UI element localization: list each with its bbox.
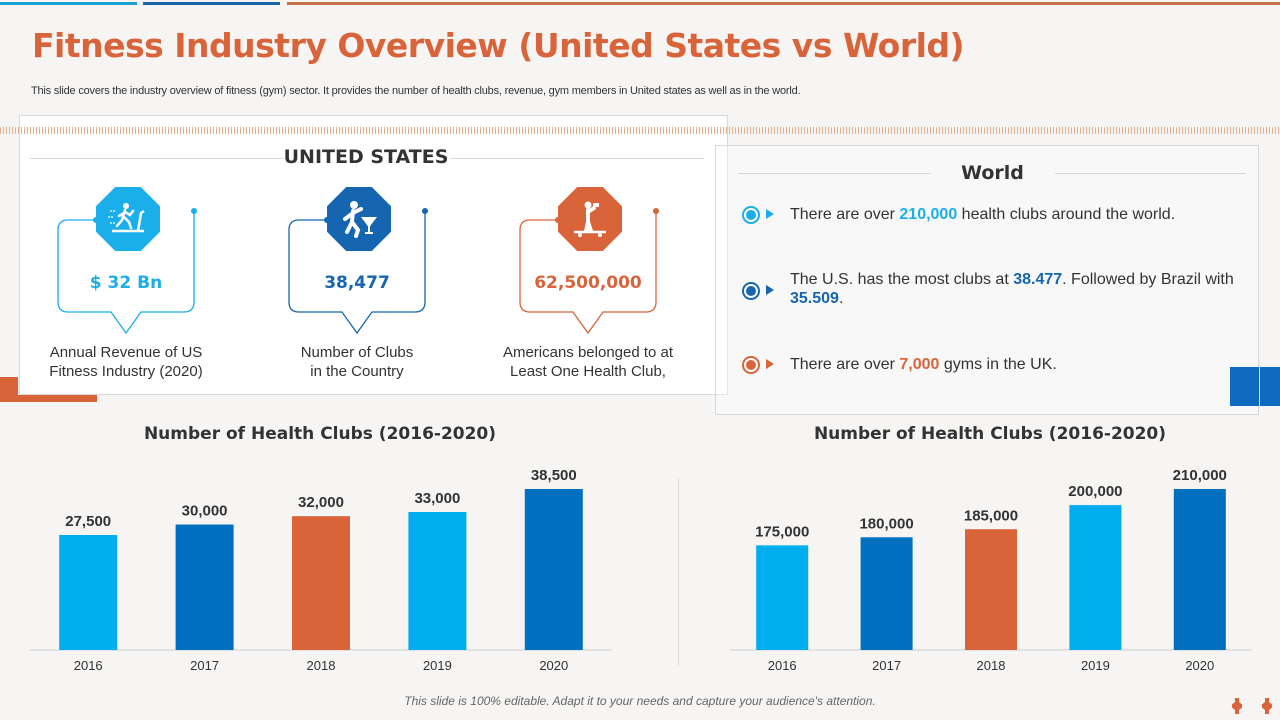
members-label-line1: Americans belonged to at	[502, 344, 674, 361]
world-fact-3: There are over 7,000 gyms in the UK.	[790, 355, 1240, 374]
page-subtitle: This slide covers the industry overview …	[31, 85, 801, 97]
top-accent-bar-blue	[143, 2, 280, 5]
play-arrow-icon	[766, 285, 774, 295]
us-health-clubs-chart: 27,500 2016 30,000 2017 32,000 2018 33,000 2019…	[30, 467, 612, 673]
data-label-2018: 185,000	[964, 507, 1018, 524]
data-label-2016: 175,000	[755, 523, 809, 540]
fact-text: . Followed by Brazil with	[1062, 271, 1234, 288]
revenue-label-line1: Annual Revenue of US	[49, 344, 203, 361]
members-value: 62,500,000	[534, 273, 642, 293]
orange-accent-line	[0, 395, 97, 402]
data-label-2017: 180,000	[859, 515, 913, 532]
clubs-label-line1: Number of Clubs	[300, 344, 414, 361]
bar-2020	[1173, 489, 1226, 650]
person-skateboard-dumbbell-icon	[558, 187, 622, 251]
world-panel	[715, 145, 1259, 415]
data-label-2018: 32,000	[298, 494, 344, 511]
blue-accent-block	[1230, 367, 1280, 406]
members-label-line2: Least One Health Club,	[510, 363, 666, 380]
us-card-members: 62,500,000 Americans belonged to at Leas…	[500, 185, 690, 395]
clubs-value: 38,477	[324, 273, 390, 293]
bar-2017	[175, 524, 234, 650]
clubs-label: Number of Clubs in the Country	[261, 343, 453, 381]
charts-divider	[678, 478, 679, 666]
fact-text: health clubs around the world.	[957, 206, 1176, 223]
us-heading-line-right	[450, 158, 704, 159]
world-heading-line-right	[1055, 173, 1246, 174]
bullet-dot-icon	[742, 206, 760, 224]
us-card-clubs: 38,477 Number of Clubs in the Country	[269, 185, 459, 395]
clubs-label-line2: in the Country	[310, 363, 404, 380]
next-slide-icon[interactable]	[1262, 698, 1272, 714]
bar-2017	[860, 537, 913, 650]
data-label-2017: 30,000	[182, 503, 228, 520]
fact-text: .	[838, 290, 844, 307]
members-label: Americans belonged to at Least One Healt…	[488, 343, 688, 381]
bar-2020	[524, 489, 583, 650]
revenue-label-line2: Fitness Industry (2020)	[49, 363, 203, 380]
fact-highlight: 38.477	[1013, 271, 1063, 288]
x-tick-2016: 2016	[74, 658, 103, 673]
revenue-value: $ 32 Bn	[89, 273, 163, 293]
x-tick-2018: 2018	[977, 658, 1006, 673]
bar-2019	[1069, 505, 1122, 650]
bullet-dot-icon	[742, 282, 760, 300]
data-label-2019: 33,000	[414, 490, 460, 507]
data-label-2016: 27,500	[65, 513, 111, 530]
data-label-2019: 200,000	[1068, 483, 1122, 500]
x-tick-2018: 2018	[307, 658, 336, 673]
fact-text: The U.S. has the most clubs at	[790, 271, 1014, 288]
world-health-clubs-chart: 175,000 2016 180,000 2017 185,000 2018 200,000…	[730, 467, 1252, 673]
fact-highlight: 35.509	[790, 290, 839, 307]
treadmill-runner-icon	[96, 187, 160, 251]
top-accent-bar-cyan	[0, 2, 137, 5]
top-accent-bar-orange	[287, 2, 1280, 5]
x-tick-2020: 2020	[539, 658, 568, 673]
bar-2018	[965, 529, 1017, 650]
fact-text: gyms in the UK.	[939, 356, 1057, 373]
world-fact-2: The U.S. has the most clubs at 38.477. F…	[790, 270, 1240, 308]
x-tick-2016: 2016	[768, 658, 797, 673]
footer-note: This slide is 100% editable. Adapt it to…	[404, 694, 876, 708]
bullet-dot-icon	[742, 356, 760, 374]
world-heading: World	[961, 162, 1024, 184]
fact-highlight: 7,000	[899, 356, 940, 373]
bar-2016	[756, 545, 809, 650]
play-arrow-icon	[766, 209, 774, 219]
bar-2016	[59, 535, 118, 650]
world-fact-1: There are over 210,000 health clubs arou…	[790, 205, 1240, 224]
fact-text: There are over	[790, 206, 900, 223]
data-label-2020: 38,500	[531, 467, 577, 484]
x-tick-2020: 2020	[1185, 658, 1214, 673]
us-heading-line-left	[30, 158, 284, 159]
united-states-panel	[19, 115, 728, 395]
x-tick-2017: 2017	[190, 658, 219, 673]
page-title: Fitness Industry Overview (United States…	[32, 26, 965, 65]
x-tick-2019: 2019	[423, 658, 452, 673]
us-chart-title: Number of Health Clubs (2016-2020)	[143, 424, 497, 444]
us-card-revenue: $ 32 Bn Annual Revenue of US Fitness Ind…	[38, 185, 228, 395]
play-arrow-icon	[766, 359, 774, 369]
bar-2018	[292, 516, 350, 650]
us-heading: UNITED STATES	[283, 146, 449, 168]
world-heading-line-left	[738, 173, 931, 174]
x-tick-2017: 2017	[872, 658, 901, 673]
world-chart-title: Number of Health Clubs (2016-2020)	[813, 424, 1167, 444]
bar-2019	[408, 512, 467, 650]
data-label-2020: 210,000	[1173, 467, 1227, 484]
fact-highlight: 210,000	[899, 206, 958, 223]
prev-slide-icon[interactable]	[1232, 698, 1242, 714]
revenue-label: Annual Revenue of US Fitness Industry (2…	[30, 343, 222, 381]
x-tick-2019: 2019	[1081, 658, 1110, 673]
dotted-divider-band	[0, 127, 1280, 134]
dancer-cocktail-icon	[327, 187, 391, 251]
fact-text: There are over	[790, 356, 900, 373]
